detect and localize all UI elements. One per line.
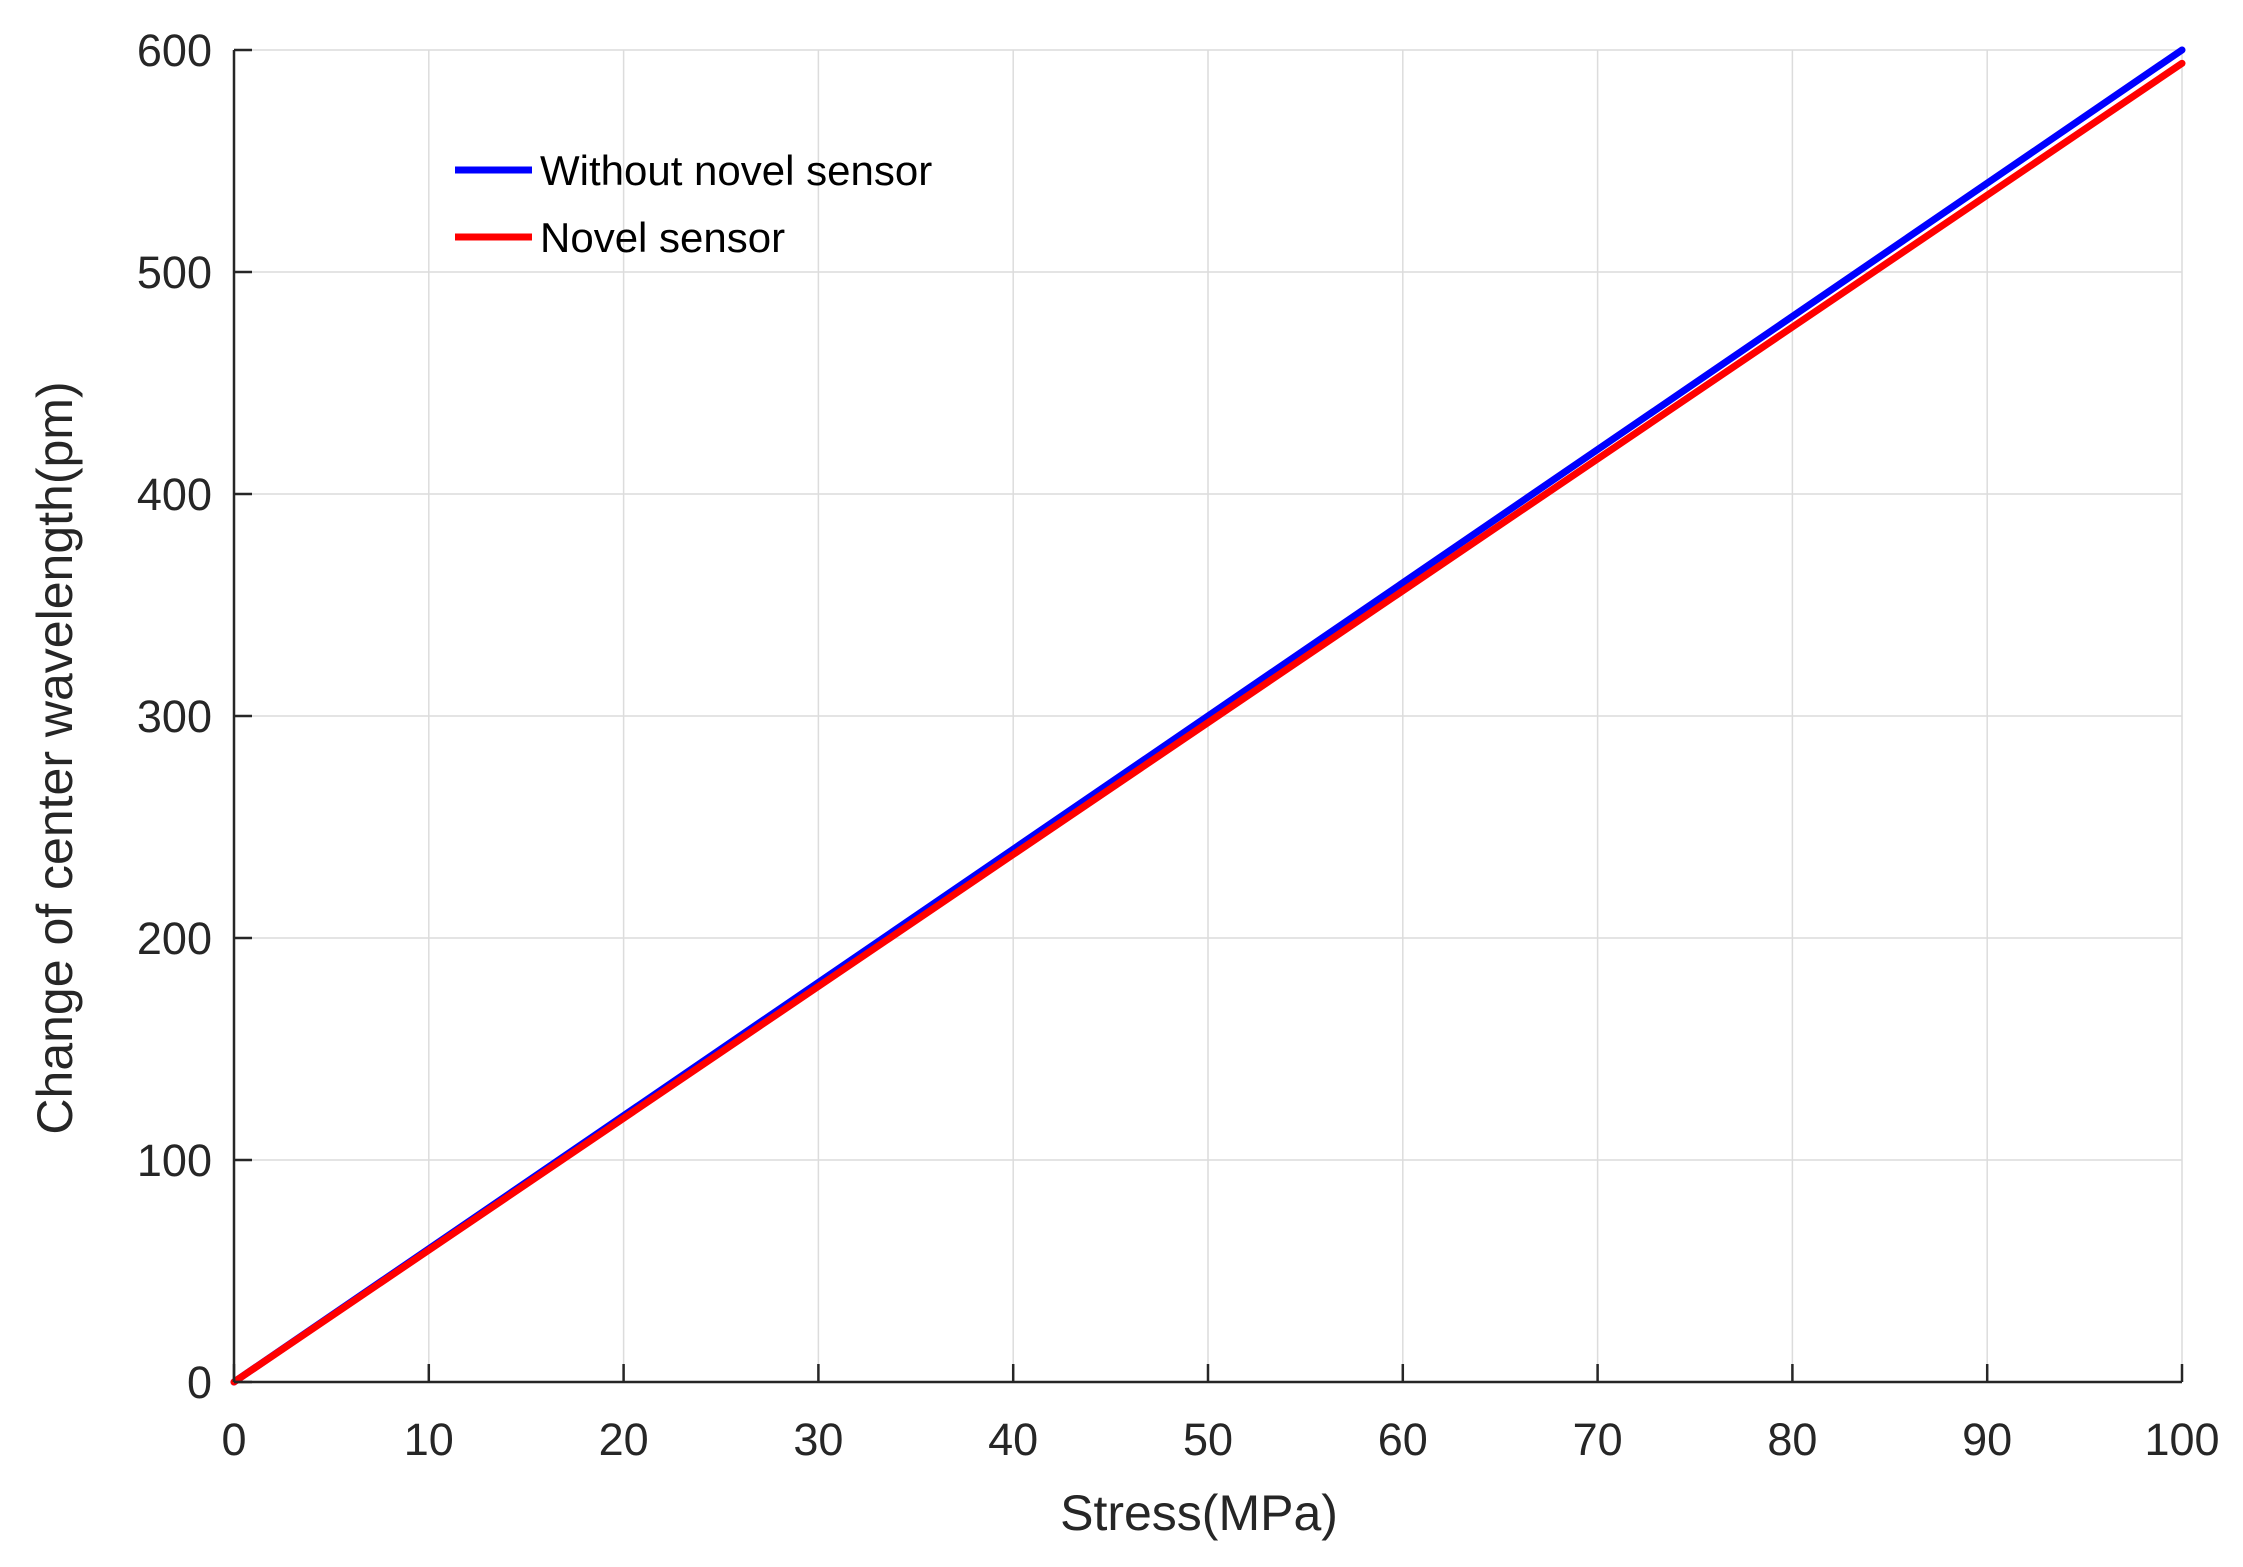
legend-label: Without novel sensor <box>540 147 932 194</box>
x-tick-label: 80 <box>1767 1414 1817 1465</box>
y-tick-label: 200 <box>137 913 212 964</box>
x-tick-label: 100 <box>2144 1414 2219 1465</box>
ticks: 0 10 20 30 40 50 60 70 80 90 100 0 100 200 300 400 500 60… <box>137 25 2220 1465</box>
legend: Without novel sensor Novel sensor <box>455 147 932 261</box>
x-tick-label: 60 <box>1378 1414 1428 1465</box>
y-tick-label: 0 <box>187 1357 212 1408</box>
x-tick-label: 0 <box>221 1414 246 1465</box>
y-tick-label: 100 <box>137 1135 212 1186</box>
y-tick-label: 400 <box>137 469 212 520</box>
x-tick-label: 70 <box>1573 1414 1623 1465</box>
x-tick-label: 40 <box>988 1414 1038 1465</box>
x-tick-label: 90 <box>1962 1414 2012 1465</box>
y-tick-label: 500 <box>137 247 212 298</box>
y-tick-label: 300 <box>137 691 212 742</box>
x-tick-label: 30 <box>793 1414 843 1465</box>
x-axis-label: Stress(MPa) <box>1060 1485 1338 1541</box>
x-tick-label: 10 <box>404 1414 454 1465</box>
y-axis-label: Change of center wavelength(pm) <box>27 381 83 1134</box>
y-tick-label: 600 <box>137 25 212 76</box>
x-tick-label: 50 <box>1183 1414 1233 1465</box>
series-layer <box>230 46 2186 1386</box>
x-tick-label: 20 <box>599 1414 649 1465</box>
legend-label: Novel sensor <box>540 214 785 261</box>
series-line-novel-sensor <box>230 59 2186 1386</box>
